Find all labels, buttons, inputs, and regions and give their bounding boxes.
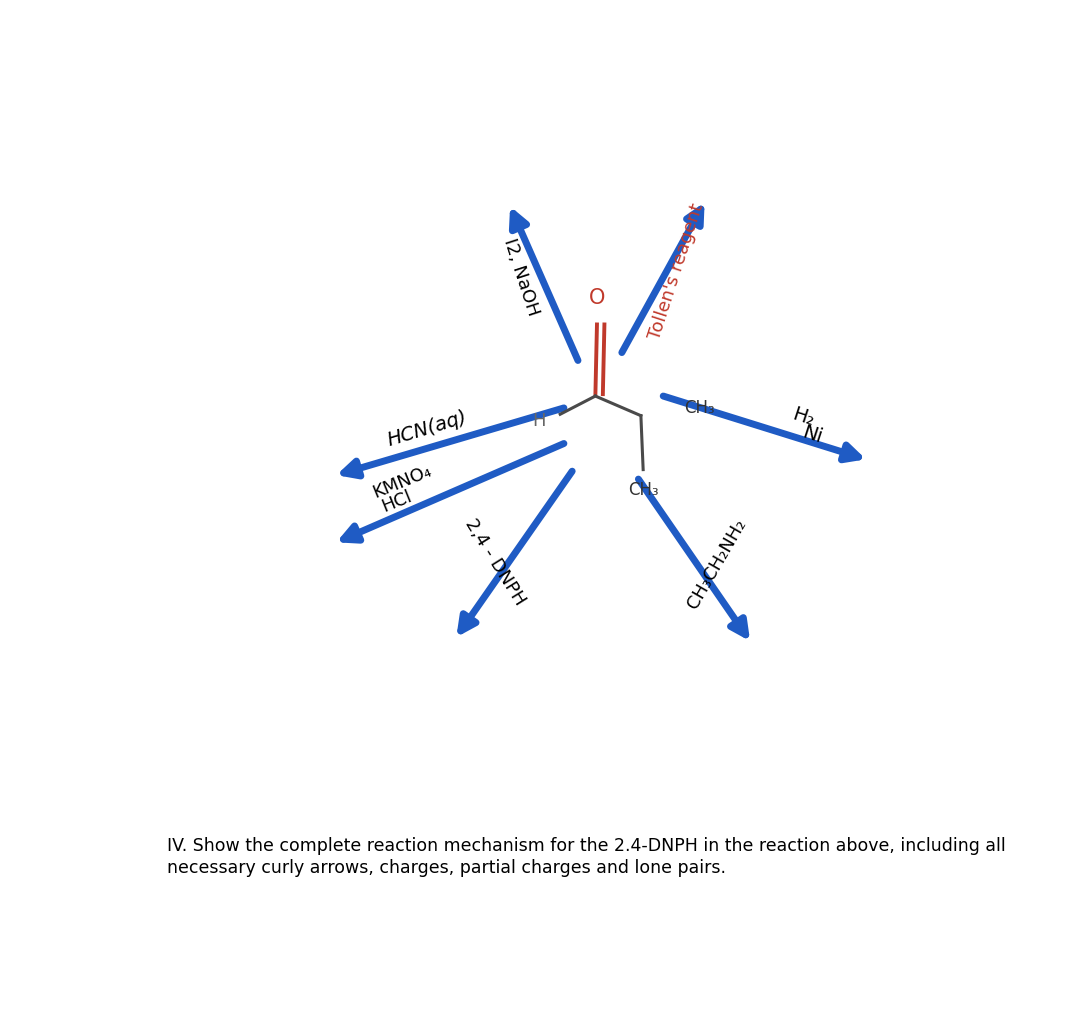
Text: Ni: Ni — [800, 423, 824, 447]
Text: H₂: H₂ — [790, 405, 817, 430]
Text: 2,4 - DNPH: 2,4 - DNPH — [461, 516, 529, 609]
Text: IV. Show the complete reaction mechanism for the 2.4-DNPH in the reaction above,: IV. Show the complete reaction mechanism… — [167, 837, 1005, 854]
Text: HCN(aq): HCN(aq) — [386, 408, 470, 450]
Text: Tollen's reagent: Tollen's reagent — [646, 201, 707, 342]
Text: CH₃CH₂NH₂: CH₃CH₂NH₂ — [685, 516, 750, 612]
Text: O: O — [588, 289, 606, 308]
Text: KMNO₄: KMNO₄ — [371, 461, 435, 501]
Text: necessary curly arrows, charges, partial charges and lone pairs.: necessary curly arrows, charges, partial… — [167, 859, 725, 877]
Text: CH₃: CH₃ — [685, 400, 714, 417]
Text: I2, NaOH: I2, NaOH — [500, 235, 541, 317]
Text: H: H — [532, 412, 546, 429]
Text: CH₃: CH₃ — [628, 482, 659, 499]
Text: HCl: HCl — [379, 487, 414, 516]
